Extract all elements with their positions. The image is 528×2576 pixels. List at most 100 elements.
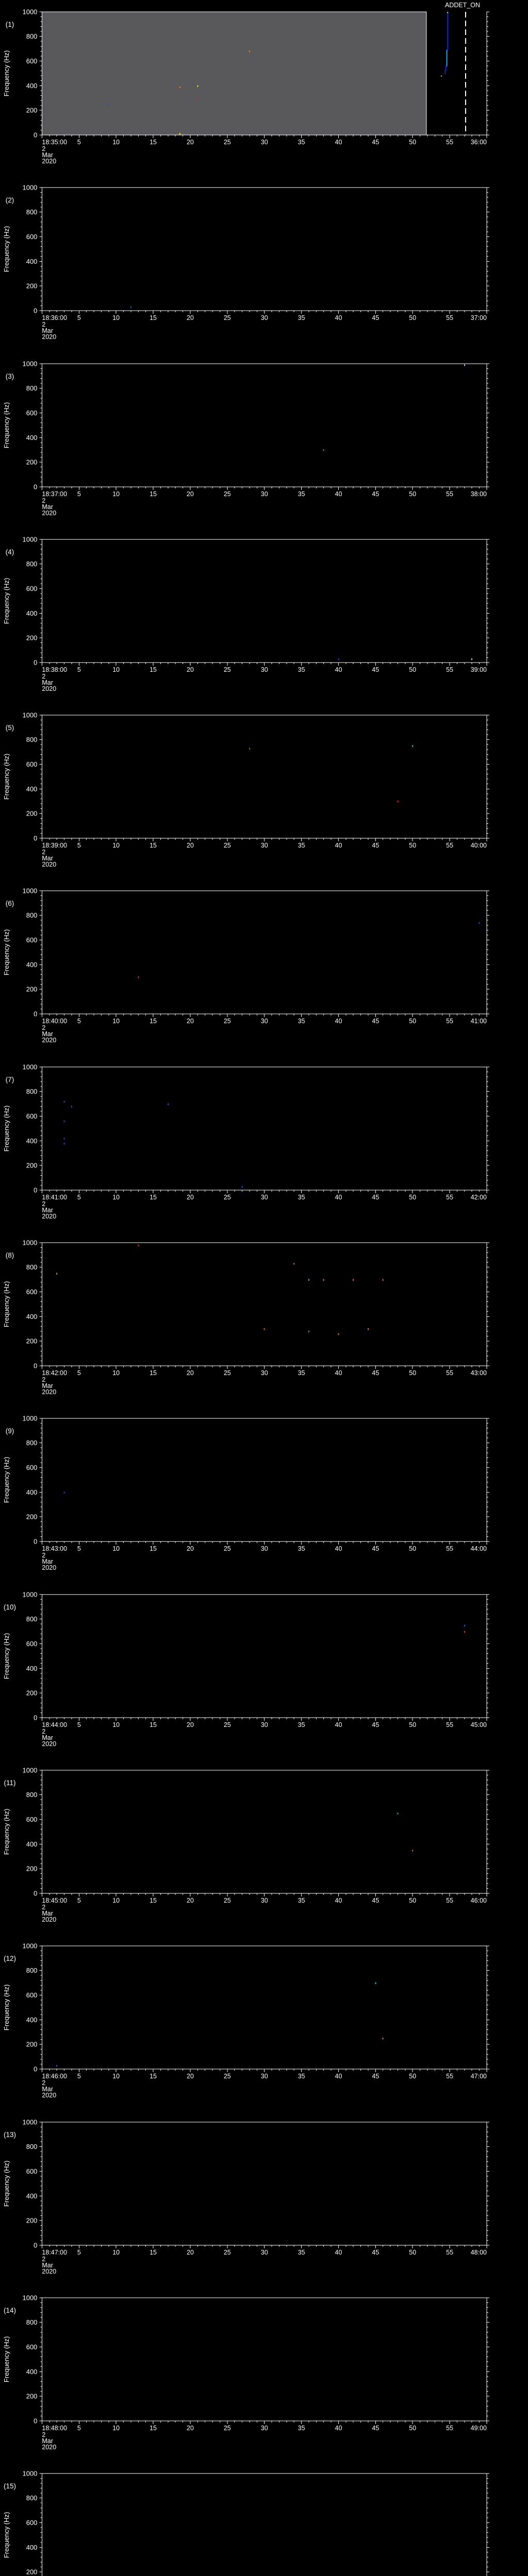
svg-text:(4): (4) [6,548,14,556]
svg-text:40: 40 [335,1545,342,1552]
svg-text:37:00: 37:00 [471,314,487,321]
svg-text:Frequency (Hz): Frequency (Hz) [3,50,10,96]
svg-text:800: 800 [26,2318,38,2326]
svg-text:600: 600 [26,409,38,417]
svg-text:20: 20 [187,314,194,321]
svg-text:15: 15 [150,1194,157,1201]
svg-text:30: 30 [261,1721,268,1728]
svg-text:2020: 2020 [42,861,56,868]
svg-text:30: 30 [261,1897,268,1904]
svg-text:5: 5 [77,2073,81,2080]
svg-text:20: 20 [187,1721,194,1728]
svg-text:20: 20 [187,2249,194,2256]
svg-text:5: 5 [77,490,81,498]
svg-text:18:41:00: 18:41:00 [42,1194,67,1201]
svg-text:40: 40 [335,842,342,849]
svg-text:46:00: 46:00 [471,1897,487,1904]
svg-text:0: 0 [34,2241,37,2249]
svg-text:35: 35 [298,314,305,321]
svg-text:1000: 1000 [23,184,38,192]
svg-text:0: 0 [34,1362,37,1370]
svg-text:25: 25 [224,1018,231,1025]
svg-text:800: 800 [26,560,38,568]
svg-text:40:00: 40:00 [471,842,487,849]
svg-text:18:44:00: 18:44:00 [42,1721,67,1728]
svg-text:5: 5 [77,1897,81,1904]
svg-text:600: 600 [26,1464,38,1471]
svg-text:45: 45 [372,139,379,146]
svg-text:35: 35 [298,1721,305,1728]
svg-text:20: 20 [187,1897,194,1904]
svg-text:ADDET_ON: ADDET_ON [445,2,480,9]
svg-text:15: 15 [150,666,157,673]
svg-text:55: 55 [446,1897,453,1904]
svg-text:18:39:00: 18:39:00 [42,842,67,849]
svg-text:5: 5 [77,314,81,321]
svg-text:600: 600 [26,1991,38,1999]
svg-text:15: 15 [150,2073,157,2080]
svg-text:(1): (1) [6,21,14,28]
svg-text:600: 600 [26,233,38,241]
svg-text:800: 800 [26,2494,38,2502]
svg-text:0: 0 [34,307,37,315]
svg-text:200: 200 [26,810,38,818]
svg-text:30: 30 [261,666,268,673]
svg-text:45: 45 [372,2425,379,2432]
svg-text:(9): (9) [6,1427,14,1435]
svg-text:200: 200 [26,282,38,290]
svg-text:45: 45 [372,490,379,498]
svg-text:15: 15 [150,2425,157,2432]
svg-text:1000: 1000 [23,887,38,895]
svg-text:800: 800 [26,32,38,40]
svg-text:200: 200 [26,2392,38,2400]
svg-text:1000: 1000 [23,360,38,367]
svg-text:15: 15 [150,2249,157,2256]
svg-text:(6): (6) [6,900,14,907]
svg-text:47:00: 47:00 [471,2073,487,2080]
svg-text:1000: 1000 [23,8,38,15]
svg-text:25: 25 [224,842,231,849]
svg-text:40: 40 [335,1721,342,1728]
svg-text:55: 55 [446,1721,453,1728]
svg-text:25: 25 [224,1721,231,1728]
svg-text:35: 35 [298,1545,305,1552]
svg-text:10: 10 [112,490,120,498]
svg-text:30: 30 [261,2425,268,2432]
svg-text:10: 10 [112,1194,120,1201]
svg-text:0: 0 [34,2065,37,2073]
svg-text:2020: 2020 [42,1564,56,1571]
svg-text:20: 20 [187,1018,194,1025]
svg-text:45: 45 [372,1369,379,1377]
svg-text:10: 10 [112,2249,120,2256]
svg-text:30: 30 [261,1545,268,1552]
svg-text:30: 30 [261,1018,268,1025]
svg-text:Frequency (Hz): Frequency (Hz) [3,2512,10,2558]
svg-text:50: 50 [409,1018,416,1025]
svg-text:0: 0 [34,658,37,666]
svg-text:800: 800 [26,912,38,920]
svg-text:35: 35 [298,2073,305,2080]
svg-text:1000: 1000 [23,1239,38,1246]
svg-text:Frequency (Hz): Frequency (Hz) [3,226,10,272]
svg-text:45: 45 [372,2073,379,2080]
svg-text:50: 50 [409,490,416,498]
svg-text:2020: 2020 [42,1388,56,1396]
svg-text:35: 35 [298,139,305,146]
svg-text:2020: 2020 [42,2444,56,2451]
svg-text:30: 30 [261,1194,268,1201]
svg-text:48:00: 48:00 [471,2249,487,2256]
svg-text:0: 0 [34,1010,37,1018]
svg-text:40: 40 [335,1897,342,1904]
svg-text:20: 20 [187,2425,194,2432]
svg-text:20: 20 [187,1369,194,1377]
svg-text:(12): (12) [4,1955,16,1962]
svg-text:39:00: 39:00 [471,666,487,673]
svg-text:5: 5 [77,1369,81,1377]
svg-text:25: 25 [224,2425,231,2432]
svg-text:30: 30 [261,490,268,498]
svg-text:10: 10 [112,1545,120,1552]
svg-text:18:40:00: 18:40:00 [42,1018,67,1025]
svg-text:Frequency (Hz): Frequency (Hz) [3,2160,10,2206]
svg-text:40: 40 [335,139,342,146]
svg-text:45: 45 [372,1721,379,1728]
